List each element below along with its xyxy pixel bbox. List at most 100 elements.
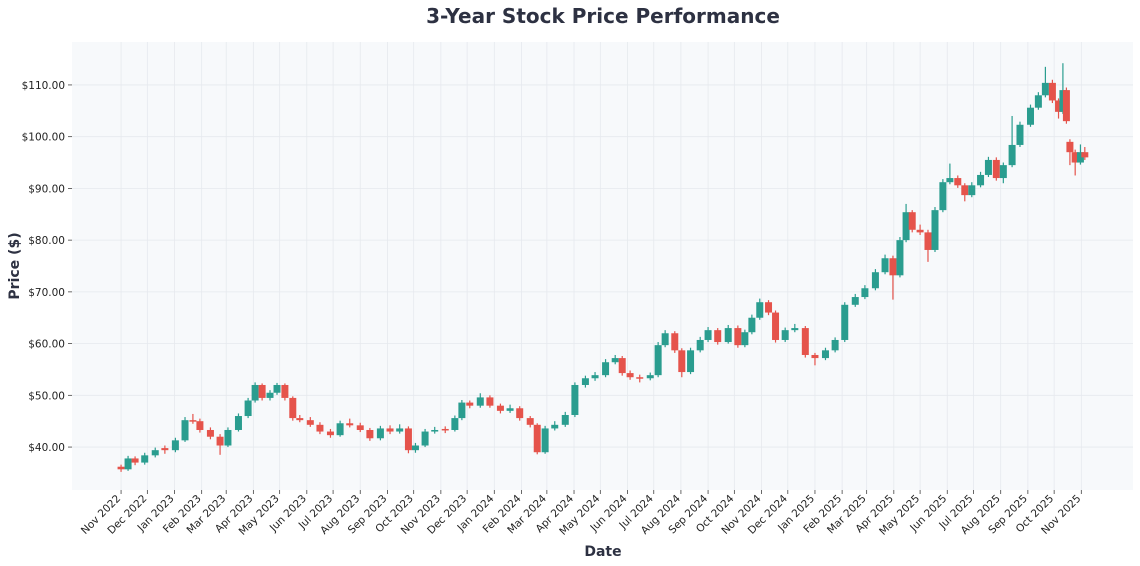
- candle-down: [366, 427, 374, 441]
- candle-down: [765, 300, 773, 316]
- candle-body: [881, 258, 889, 273]
- candle-body: [356, 425, 364, 430]
- candle-up: [687, 347, 695, 375]
- candle-body: [216, 436, 224, 446]
- candle-body: [181, 420, 189, 441]
- candle-up: [1016, 121, 1024, 148]
- candle-body: [1066, 141, 1074, 153]
- candle-down: [908, 210, 916, 233]
- candle-up: [251, 382, 259, 403]
- candle-body: [1071, 152, 1079, 163]
- candle-up: [654, 342, 662, 378]
- candle-body: [206, 429, 214, 437]
- candle-body: [346, 423, 354, 426]
- candle-body: [714, 330, 722, 343]
- candle-body: [748, 317, 756, 333]
- candle-down: [326, 428, 334, 438]
- candle-up: [871, 269, 879, 291]
- candle-body: [961, 185, 969, 196]
- candle-body: [396, 428, 404, 432]
- candle-up: [1076, 144, 1084, 165]
- candle-body: [646, 375, 654, 379]
- candle-body: [611, 358, 619, 363]
- candle-body: [946, 178, 954, 183]
- candle-body: [234, 416, 242, 430]
- candle-body: [296, 418, 304, 421]
- candle-body: [476, 397, 484, 406]
- candle-body: [741, 332, 749, 346]
- candle-body: [117, 466, 125, 470]
- candle-up: [551, 421, 559, 431]
- candle-down: [734, 325, 742, 348]
- candle-up: [1034, 92, 1042, 110]
- candle-down: [992, 157, 1000, 181]
- candle-down: [1081, 147, 1089, 160]
- candle-body: [171, 440, 179, 451]
- candle-down: [316, 422, 324, 435]
- candle-body: [273, 384, 281, 393]
- candle-body: [851, 297, 859, 305]
- candle-down: [206, 427, 214, 440]
- candle-body: [724, 328, 732, 343]
- candle-body: [801, 328, 809, 355]
- candle-body: [889, 258, 897, 276]
- candle-body: [1026, 107, 1034, 125]
- candle-body: [326, 431, 334, 436]
- candle-down: [1048, 79, 1056, 104]
- candle-body: [821, 350, 829, 359]
- candle-up: [1008, 115, 1016, 168]
- candle-body: [756, 302, 764, 318]
- y-tick-label: $100.00: [22, 132, 65, 144]
- y-tick-label: $110.00: [22, 80, 65, 92]
- candle-up: [171, 437, 179, 453]
- candle-body: [618, 358, 626, 374]
- candle-body: [968, 185, 976, 196]
- candle-up: [224, 427, 232, 448]
- candle-up: [476, 393, 484, 408]
- candle-up: [939, 179, 947, 213]
- candle-up: [151, 447, 159, 458]
- candle-body: [289, 397, 297, 419]
- candle-down: [626, 370, 634, 380]
- candle-up: [266, 390, 274, 401]
- candle-up: [411, 442, 419, 453]
- candle-body: [441, 428, 449, 431]
- candle-down: [889, 255, 897, 300]
- grid: [72, 42, 1133, 490]
- candle-up: [602, 359, 610, 378]
- y-axis-label: Price ($): [7, 232, 23, 299]
- candle-down: [1055, 98, 1063, 119]
- candle-down: [281, 383, 289, 401]
- candle-up: [421, 428, 429, 448]
- candle-body: [696, 339, 704, 351]
- candle-body: [496, 405, 504, 411]
- candle-down: [811, 352, 819, 366]
- candle-body: [366, 429, 374, 439]
- candle-up: [977, 171, 985, 188]
- candle-up: [968, 182, 976, 198]
- candle-up: [458, 399, 466, 421]
- candle-up: [234, 413, 242, 432]
- candle-body: [386, 428, 394, 432]
- candle-up: [244, 397, 252, 419]
- candle-up: [124, 455, 132, 471]
- candle-body: [939, 182, 947, 211]
- candle-down: [526, 416, 534, 428]
- candle-body: [151, 450, 159, 456]
- candle-body: [421, 431, 429, 446]
- y-tick-label: $60.00: [28, 339, 65, 351]
- candle-body: [1076, 152, 1084, 163]
- y-tick-label: $40.00: [28, 442, 65, 454]
- candle-body: [516, 408, 524, 419]
- candle-body: [533, 424, 541, 453]
- candle-up: [336, 420, 344, 437]
- candle-body: [1034, 95, 1042, 108]
- candle-body: [781, 330, 789, 340]
- candle-down: [1071, 149, 1079, 176]
- candle-up: [1026, 104, 1034, 127]
- candle-body: [831, 339, 839, 351]
- candle-up: [141, 452, 149, 465]
- candle-body: [466, 402, 474, 406]
- candle-down: [296, 414, 304, 423]
